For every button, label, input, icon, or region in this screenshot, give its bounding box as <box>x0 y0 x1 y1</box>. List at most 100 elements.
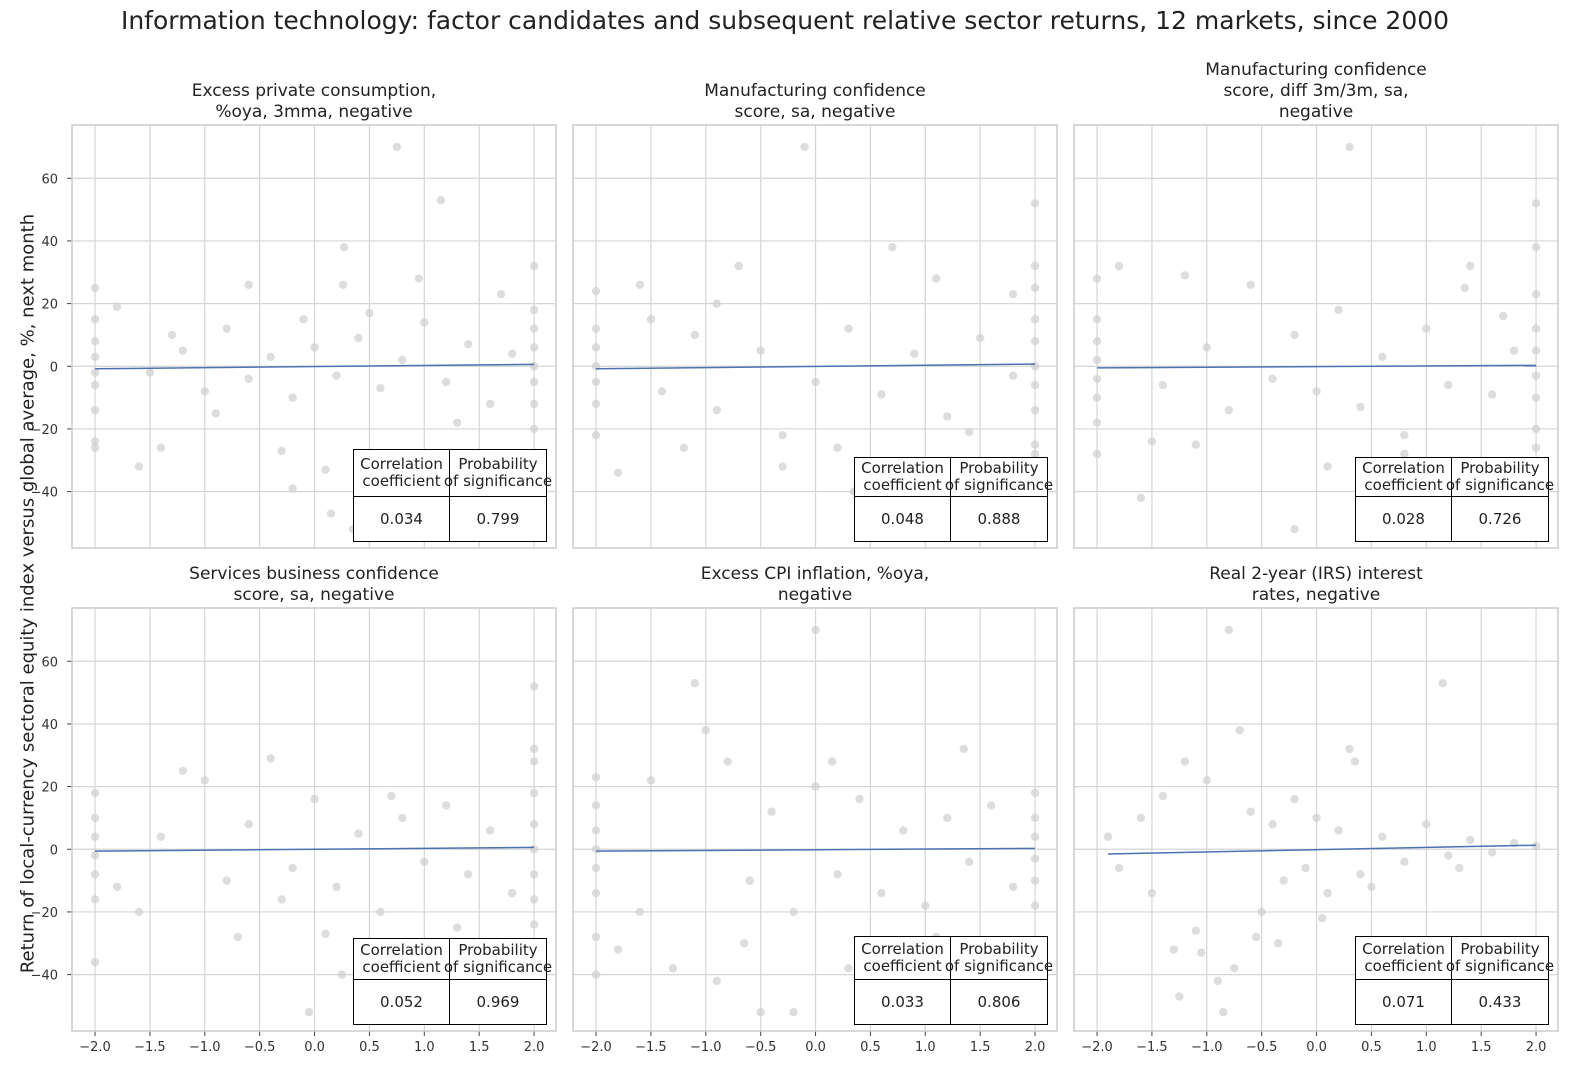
data-point <box>112 882 122 892</box>
data-point <box>156 443 166 452</box>
data-point <box>1498 311 1508 321</box>
data-point <box>975 333 985 343</box>
data-point <box>591 970 601 979</box>
data-point <box>877 390 886 399</box>
data-point <box>1317 914 1327 923</box>
data-point <box>90 283 100 293</box>
data-point <box>1103 832 1113 841</box>
data-point <box>1509 346 1519 355</box>
data-point <box>1213 976 1222 986</box>
data-point <box>888 243 897 252</box>
data-point <box>1092 374 1102 383</box>
subplot-title: Excess CPI inflation, %oya, <box>701 564 929 584</box>
subplot-title: score, sa, negative <box>735 102 896 122</box>
data-point <box>1400 431 1409 440</box>
data-point <box>591 826 601 835</box>
probability-header: Probability of significance <box>945 458 1053 497</box>
data-point <box>591 801 601 810</box>
data-point <box>134 907 144 917</box>
probability-header: Probability of significance <box>1446 937 1554 980</box>
data-point <box>90 315 100 324</box>
regression-line <box>596 363 1036 370</box>
data-point <box>529 845 539 854</box>
data-point <box>1531 443 1541 452</box>
regression-line <box>596 847 1036 852</box>
data-point <box>921 901 930 910</box>
x-tick-label: 0.5 <box>1361 1040 1382 1055</box>
y-tick-label: −40 <box>31 969 58 984</box>
data-point <box>156 832 166 841</box>
axes-frame <box>71 607 557 1032</box>
data-point <box>178 766 188 776</box>
data-point <box>756 346 765 355</box>
x-tick-label: −0.5 <box>244 1040 276 1055</box>
data-point <box>1531 393 1541 402</box>
x-tick-label: −2.0 <box>580 1040 612 1055</box>
data-point <box>1531 371 1541 380</box>
x-tick-label: 0.0 <box>1306 1040 1327 1055</box>
x-tick-label: −0.5 <box>745 1040 777 1055</box>
data-point <box>591 773 601 782</box>
data-point <box>734 261 743 271</box>
data-point <box>90 337 100 346</box>
data-point <box>712 405 721 415</box>
data-point <box>1030 788 1040 798</box>
correlation-value: 0.034 <box>354 497 450 541</box>
regression-line <box>95 363 535 370</box>
data-point <box>167 330 177 340</box>
y-tick-label: −20 <box>31 906 58 921</box>
data-point <box>1312 813 1321 823</box>
data-point <box>376 907 385 917</box>
stats-table: Correlation coefficient Probability of si… <box>1355 457 1554 542</box>
data-point <box>1455 863 1464 873</box>
data-point <box>288 484 297 493</box>
data-point <box>1531 199 1541 208</box>
data-point <box>244 374 253 383</box>
data-point <box>222 324 231 333</box>
subplot-title: Services business confidence <box>189 564 439 584</box>
data-point <box>266 352 275 362</box>
probability-header: Probability of significance <box>1446 458 1554 497</box>
data-point <box>310 343 319 352</box>
data-point <box>529 820 539 829</box>
data-point <box>591 932 601 942</box>
data-point <box>844 964 853 973</box>
y-tick-label: −40 <box>31 486 58 501</box>
data-point <box>712 299 721 308</box>
data-point <box>304 1008 314 1017</box>
x-tick-label: 0.0 <box>805 1040 826 1055</box>
x-tick-label: 2.0 <box>1025 1040 1046 1055</box>
subplot-title: Manufacturing confidence <box>704 81 926 101</box>
data-point <box>986 801 996 810</box>
data-point <box>789 1008 798 1017</box>
data-point <box>1422 324 1431 333</box>
data-point <box>1147 888 1157 898</box>
data-point <box>1147 437 1157 446</box>
x-tick-label: 1.5 <box>970 1040 991 1055</box>
data-point <box>591 399 601 409</box>
data-point <box>529 424 539 434</box>
data-point <box>1030 380 1040 390</box>
data-point <box>877 888 886 898</box>
data-point <box>591 377 601 387</box>
x-tick-label: −1.0 <box>189 1040 221 1055</box>
data-point <box>1030 261 1040 271</box>
data-point <box>1367 882 1376 892</box>
data-point <box>1531 346 1541 355</box>
data-point <box>326 509 336 518</box>
subplot-title: Real 2-year (IRS) interest <box>1209 564 1423 584</box>
data-point <box>354 333 363 343</box>
data-point <box>463 870 473 879</box>
data-point <box>811 377 820 387</box>
data-point <box>529 744 539 754</box>
data-point <box>1378 832 1387 841</box>
data-point <box>1301 863 1310 873</box>
data-point <box>1345 744 1354 754</box>
data-point <box>1487 848 1497 857</box>
data-point <box>1465 261 1475 271</box>
figure-title: Information technology: factor candidate… <box>120 6 1450 35</box>
data-point <box>485 826 495 835</box>
data-point <box>414 274 424 283</box>
probability-value: 0.806 <box>977 992 1021 1011</box>
data-point <box>200 387 209 396</box>
